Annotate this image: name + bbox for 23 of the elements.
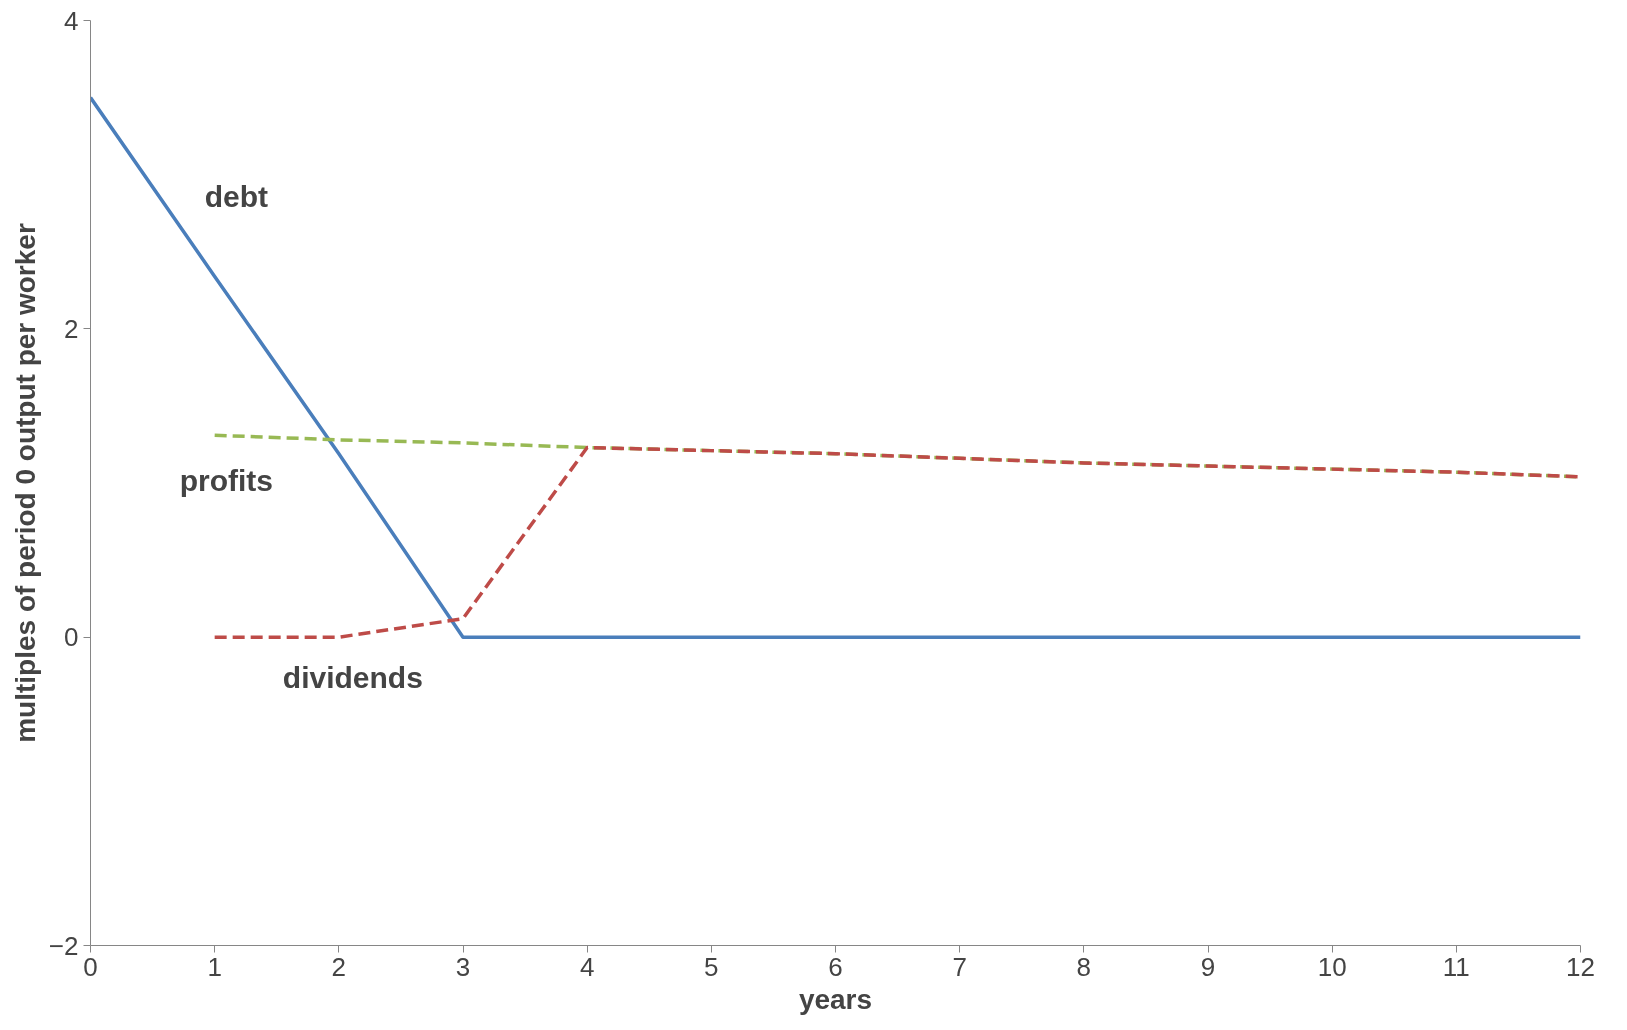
- x-tick-label: 7: [952, 951, 967, 982]
- y-tick-label: 2: [64, 313, 79, 344]
- x-tick-label: 4: [579, 951, 595, 982]
- x-tick-label: 8: [1076, 951, 1092, 982]
- series-label: debt: [204, 179, 268, 213]
- series-label: profits: [179, 463, 273, 497]
- series-label: dividends: [282, 660, 423, 694]
- x-tick-label: 6: [828, 951, 843, 982]
- x-tick-label: 3: [455, 951, 471, 982]
- line-series: [90, 95, 1581, 639]
- x-tick-label: 5: [704, 951, 719, 982]
- x-tick-label: 0: [83, 951, 98, 982]
- x-tick-label: 9: [1200, 951, 1216, 982]
- y-tick-label: −2: [48, 930, 79, 961]
- x-tick-label: 10: [1317, 951, 1347, 982]
- y-tick-label: 0: [64, 622, 79, 653]
- x-tick-label: 11: [1442, 951, 1470, 982]
- y-axis-title: multiples of period 0 output per worker: [9, 223, 41, 743]
- x-tick-label: 2: [331, 951, 347, 982]
- x-tick-label: 1: [207, 951, 222, 982]
- x-axis-title: years: [798, 983, 873, 1015]
- y-tick-label: 4: [64, 5, 79, 36]
- x-tick-label: 12: [1566, 951, 1595, 982]
